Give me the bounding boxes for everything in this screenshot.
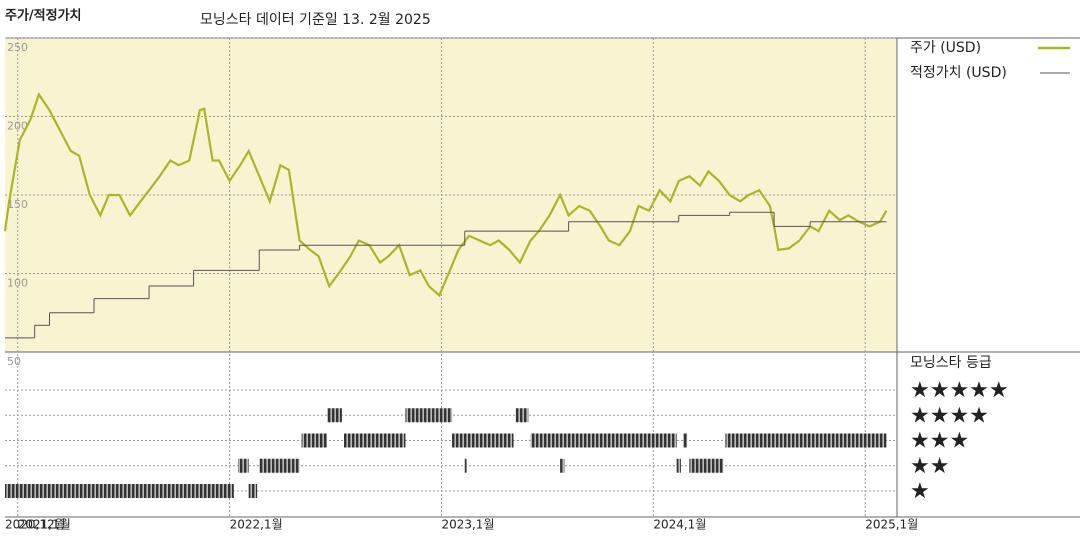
legend-label: 주가 (USD) <box>910 40 981 56</box>
x-tick-label: 2025,1월 <box>865 518 918 532</box>
chart-title: 주가/적정가치 <box>5 8 82 24</box>
rating-title: 모닝스타 등급 <box>910 355 992 371</box>
x-tick-label: 2024,1월 <box>653 518 706 532</box>
x-tick-label: 2022,1월 <box>230 518 283 532</box>
rating-level: ★★ <box>910 454 949 479</box>
rating-bar <box>327 408 342 423</box>
legend-label: 적정가치 (USD) <box>910 65 1007 81</box>
rating-bar <box>238 458 249 473</box>
rating-level: ★★★ <box>910 429 969 454</box>
rating-bar <box>405 408 453 423</box>
rating-bar <box>5 484 234 498</box>
rating-bar <box>530 433 677 448</box>
y-tick-label: 50 <box>7 355 21 368</box>
x-tick-label: 2020,12월 <box>5 518 66 532</box>
rating-level: ★ <box>910 479 930 504</box>
rating-bar <box>344 433 406 448</box>
rating-bar <box>683 433 688 448</box>
rating-bar <box>725 433 887 448</box>
rating-bar <box>560 458 565 473</box>
rating-bar <box>689 458 724 473</box>
rating-bar <box>259 458 300 473</box>
rating-bar <box>248 484 258 498</box>
price-line <box>3 92 888 298</box>
rating-bar <box>515 408 529 423</box>
rating-bar <box>301 433 328 448</box>
x-tick-label: 2023,1월 <box>441 518 494 532</box>
rating-bar <box>676 458 681 473</box>
rating-level: ★★★★ <box>910 403 989 428</box>
rating-bar <box>452 433 514 448</box>
y-tick-label: 150 <box>7 198 28 211</box>
rating-bar <box>464 458 467 473</box>
x-tick-label: 2021,1월 <box>18 518 71 532</box>
rating-level: ★★★★★ <box>910 378 1009 403</box>
chart-subtitle: 모닝스타 데이터 기준일 13. 2월 2025 <box>200 12 431 28</box>
